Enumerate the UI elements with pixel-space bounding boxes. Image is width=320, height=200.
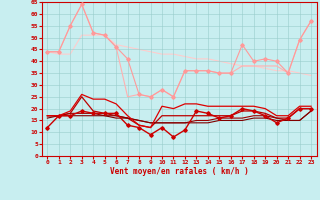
X-axis label: Vent moyen/en rafales ( km/h ): Vent moyen/en rafales ( km/h ) <box>110 167 249 176</box>
